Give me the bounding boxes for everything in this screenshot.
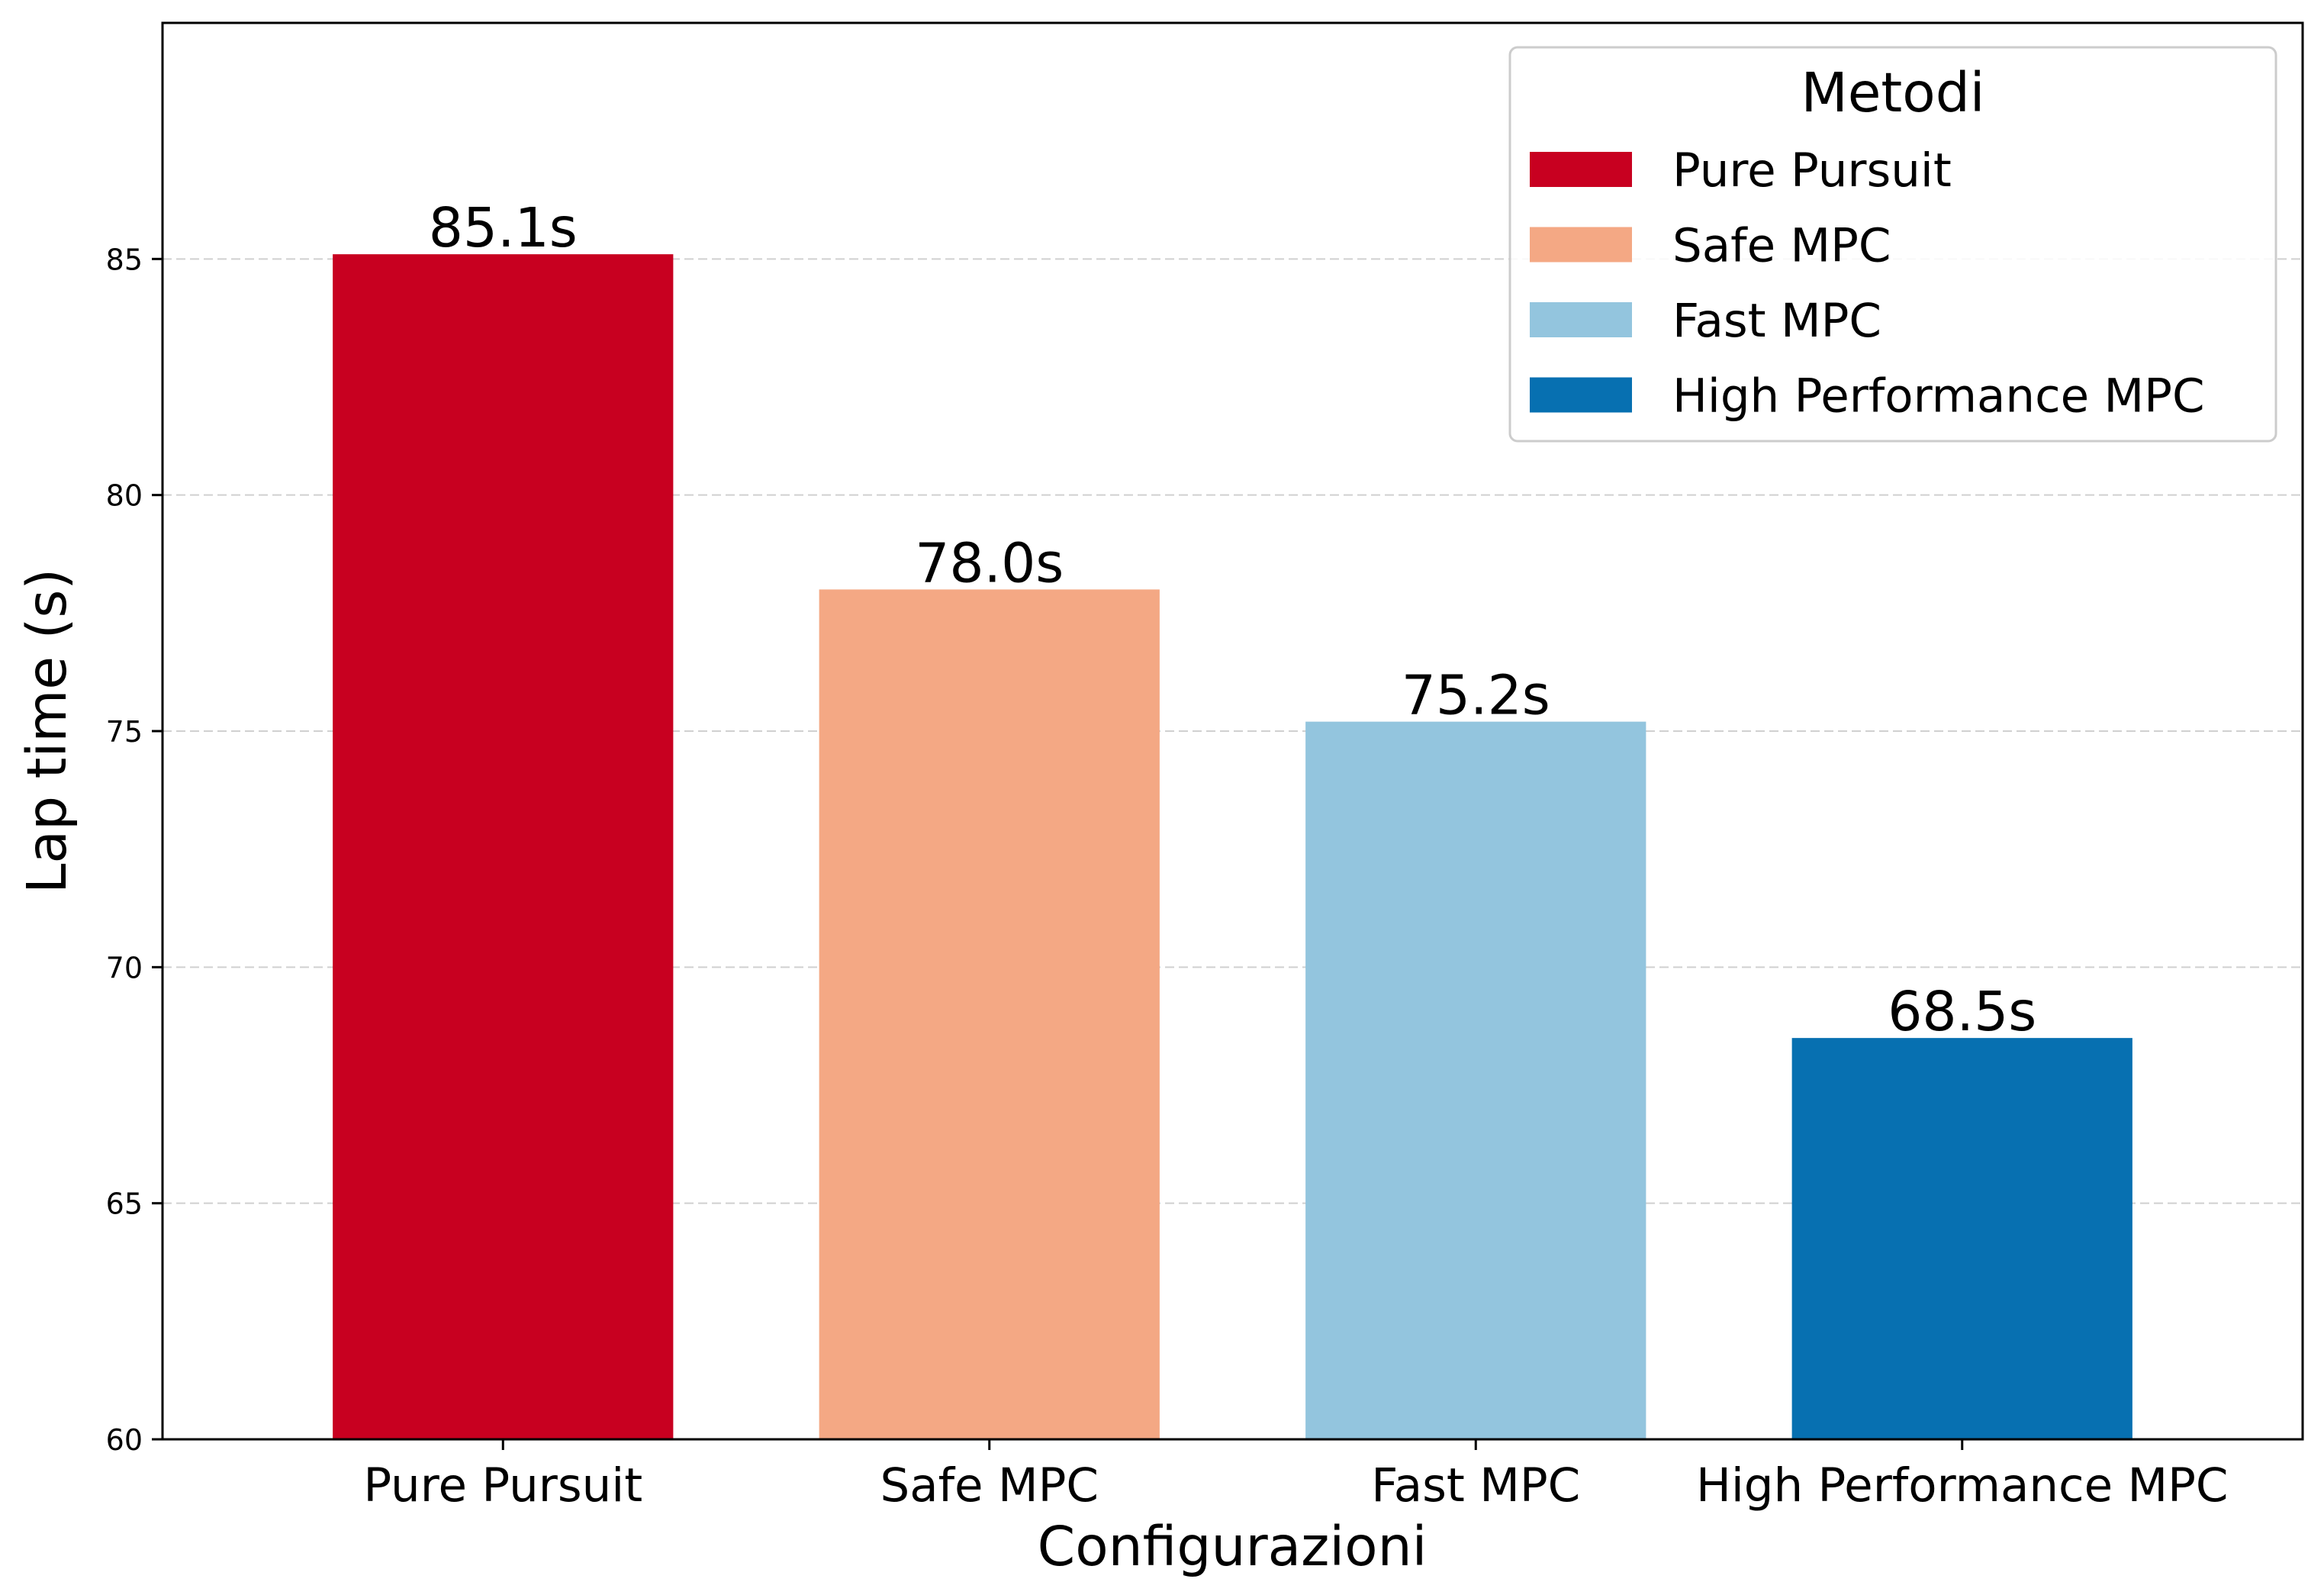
bar-value-label: 75.2s	[1402, 664, 1550, 727]
bar-value-label: 78.0s	[915, 531, 1064, 594]
legend-swatch	[1530, 377, 1632, 413]
bar	[1791, 1038, 2132, 1439]
bar-value-label: 68.5s	[1888, 980, 2036, 1043]
legend: Metodi Pure Pursuit Safe MPC Fast MPC High …	[1508, 46, 2277, 443]
x-tick-label: Safe MPC	[880, 1458, 1099, 1513]
legend-entry-label: Fast MPC	[1672, 294, 1881, 348]
y-axis-ticks: 60 65 70 75 80 85	[106, 243, 163, 1457]
x-axis-label: Configurazioni	[1038, 1515, 1428, 1578]
bar	[1305, 721, 1646, 1439]
x-axis-ticks: Pure Pursuit Safe MPC Fast MPC High Perform…	[363, 1439, 2229, 1513]
legend-swatch	[1530, 152, 1632, 187]
legend-title: Metodi	[1801, 61, 1984, 124]
legend-swatch	[1530, 227, 1632, 263]
bars	[333, 254, 2132, 1439]
bar	[333, 254, 674, 1439]
legend-entry-label: Safe MPC	[1672, 219, 1891, 273]
bar-value-labels: 85.1s 78.0s 75.2s 68.5s	[429, 196, 2037, 1043]
y-tick-label: 80	[106, 479, 143, 513]
bar	[819, 589, 1160, 1439]
x-tick-label: Fast MPC	[1371, 1458, 1580, 1513]
y-tick-label: 70	[106, 951, 143, 984]
legend-entry-label: High Performance MPC	[1672, 369, 2205, 424]
y-tick-label: 85	[106, 243, 143, 276]
bar-value-label: 85.1s	[429, 196, 578, 259]
legend-box	[1508, 46, 2277, 443]
x-tick-label: High Performance MPC	[1696, 1458, 2229, 1513]
y-tick-label: 65	[106, 1187, 143, 1221]
y-tick-label: 75	[106, 715, 143, 749]
x-tick-label: Pure Pursuit	[363, 1458, 642, 1513]
y-axis-label: Lap time (s)	[15, 569, 79, 894]
legend-entry-label: Pure Pursuit	[1672, 143, 1952, 198]
y-tick-label: 60	[106, 1423, 143, 1457]
legend-swatch	[1530, 302, 1632, 337]
